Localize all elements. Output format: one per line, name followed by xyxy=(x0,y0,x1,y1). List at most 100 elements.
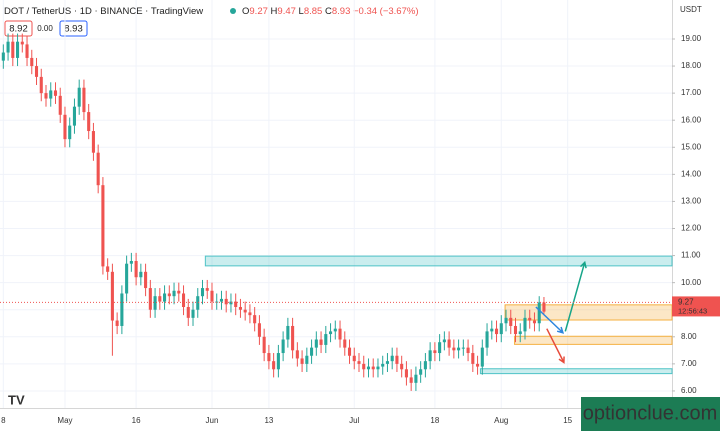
candle-body xyxy=(49,90,53,99)
symbol: DOT / TetherUS xyxy=(4,6,71,17)
candle-body xyxy=(238,307,242,310)
x-tick-label: Jun xyxy=(206,416,219,425)
arrow xyxy=(546,328,565,364)
candle-body xyxy=(68,125,72,140)
candle-body xyxy=(120,293,124,326)
arrow xyxy=(564,260,587,332)
price-zone xyxy=(479,368,673,375)
candle-body xyxy=(224,298,228,305)
change: −0.34 (−3.67%) xyxy=(353,6,419,17)
candle-body xyxy=(77,87,81,107)
candle-body xyxy=(243,309,247,313)
x-tick-label: May xyxy=(57,416,72,425)
price-zone xyxy=(204,255,673,267)
sell-button[interactable] xyxy=(4,20,33,37)
candle-body xyxy=(153,296,157,310)
candle-body xyxy=(1,52,5,61)
candle-body xyxy=(471,353,475,364)
plot xyxy=(0,0,673,408)
y-tick-label: 15.00 xyxy=(681,142,702,151)
candle-body xyxy=(87,112,91,132)
candle-body xyxy=(366,366,371,370)
watermark: optionclue.com xyxy=(583,402,718,424)
candle-body xyxy=(172,290,176,297)
tv-logo: TV xyxy=(8,392,25,407)
candle-body xyxy=(300,358,304,364)
candle-body xyxy=(110,271,114,321)
candle-body xyxy=(466,347,470,354)
y-tick-label: 14.00 xyxy=(681,169,702,178)
ohlc-letter: H xyxy=(271,6,278,17)
candle-body xyxy=(347,347,352,356)
candle-body xyxy=(376,366,380,370)
candle-body xyxy=(39,76,43,94)
candle-body xyxy=(25,44,29,58)
candle-body xyxy=(362,363,366,370)
candle-body xyxy=(286,325,290,340)
candle-body xyxy=(53,90,58,96)
header: DOT / TetherUS · 1D · BINANCE · TradingV… xyxy=(4,6,419,37)
ohlc: O9.27 H9.47 L8.85 C8.93 −0.34 (−3.67%) xyxy=(242,6,419,17)
candle-body xyxy=(324,334,328,345)
candle-body xyxy=(333,328,337,332)
candle-body xyxy=(257,323,261,337)
candle-body xyxy=(428,350,432,362)
interval: 1D xyxy=(80,6,92,17)
candle-body xyxy=(34,66,39,77)
sell-price: 8.92 xyxy=(9,24,28,35)
candle-body xyxy=(395,355,399,364)
candle-body xyxy=(461,347,465,349)
candle-body xyxy=(310,347,314,356)
candle-body xyxy=(329,331,333,335)
watermark-box xyxy=(581,397,720,431)
candle-body xyxy=(276,353,280,370)
candle-body xyxy=(267,353,271,362)
buy-button[interactable] xyxy=(59,20,88,37)
y-tick-label: 10.00 xyxy=(681,278,702,287)
candle-body xyxy=(476,363,480,367)
currency: USDT xyxy=(680,5,702,14)
y-tick-label: 13.00 xyxy=(681,197,702,206)
x-tick-label: Jul xyxy=(349,416,359,425)
candle-body xyxy=(177,290,181,294)
candle-body xyxy=(542,302,546,312)
candle-body xyxy=(414,374,418,383)
x-tick-label: 15 xyxy=(563,416,572,425)
candle-body xyxy=(452,347,456,351)
candle-body xyxy=(504,317,508,324)
candle-body xyxy=(11,41,15,58)
candle-body xyxy=(200,288,205,297)
y-tick-label: 17.00 xyxy=(681,88,702,97)
candle-body xyxy=(433,350,437,354)
last-price-tag xyxy=(672,296,720,317)
spread: 0.00 xyxy=(37,24,53,33)
candle-body xyxy=(295,350,299,359)
candle-body xyxy=(532,320,537,324)
candle-body xyxy=(499,323,503,335)
status-dot xyxy=(230,8,236,14)
candle-body xyxy=(400,363,404,370)
candle-body xyxy=(338,328,342,340)
y-tick-label: 6.00 xyxy=(681,386,697,395)
candle-body xyxy=(438,342,442,354)
candle-body xyxy=(490,328,494,332)
candle-body xyxy=(381,363,385,367)
candle-body xyxy=(106,266,110,272)
candle-body xyxy=(101,185,105,267)
y-tick-label: 8.00 xyxy=(681,332,697,341)
candle-body xyxy=(248,312,252,316)
candle-body xyxy=(352,355,356,362)
candle-body xyxy=(409,377,413,383)
x-tick-label: 13 xyxy=(264,416,273,425)
y-tick-label: 12.00 xyxy=(681,224,702,233)
y-tick-label: 7.00 xyxy=(681,359,697,368)
last-price-label: 9.27 xyxy=(678,298,694,307)
candle-body xyxy=(191,309,195,318)
candle-body xyxy=(305,355,309,364)
candle-body xyxy=(343,339,347,348)
y-tick-label: 18.00 xyxy=(681,61,702,70)
close-value: 8.93 xyxy=(332,6,351,17)
exchange: BINANCE xyxy=(100,6,142,17)
candle-body xyxy=(30,57,34,67)
low-value: 8.85 xyxy=(304,6,323,17)
